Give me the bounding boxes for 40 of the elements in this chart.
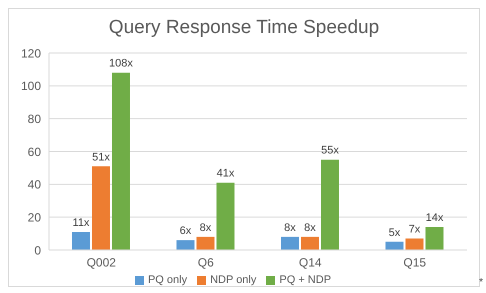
y-tick-label: 20	[28, 210, 42, 224]
x-tick-label: Q002	[86, 256, 116, 270]
bar	[216, 182, 234, 250]
y-tick-label: 60	[28, 144, 42, 159]
data-label: 8x	[304, 222, 316, 234]
data-label: 8x	[200, 222, 212, 234]
x-tick-label: Q14	[298, 256, 322, 270]
bar	[280, 236, 299, 250]
bar	[385, 242, 404, 250]
data-label: 51x	[92, 151, 110, 164]
y-tick-label: 0	[34, 243, 42, 258]
data-label: 8x	[284, 222, 296, 234]
data-label: 108x	[109, 58, 134, 70]
data-label: 5x	[388, 226, 401, 239]
bar	[176, 240, 194, 250]
bar	[320, 160, 339, 250]
text: *	[479, 277, 483, 288]
bar	[300, 236, 319, 250]
bar	[72, 232, 90, 250]
legend-label: NDP only	[210, 274, 256, 286]
x-tick-label: Q6	[198, 256, 214, 270]
data-label: 7x	[408, 224, 421, 236]
legend-label: PQ + NDP	[279, 274, 332, 286]
data-label: 14x	[426, 212, 444, 224]
bar	[405, 238, 424, 250]
y-tick-label: 100	[20, 79, 42, 94]
y-tick-label: 40	[28, 178, 42, 192]
bar	[425, 227, 444, 250]
y-tick-label: 80	[28, 112, 42, 126]
bar	[196, 236, 214, 250]
data-label: 55x	[321, 144, 340, 157]
bar	[112, 72, 130, 250]
x-tick-label: Q15	[403, 256, 426, 270]
y-tick-label: 120	[20, 46, 42, 60]
chart-title: Query Response Time Speedup	[108, 16, 380, 40]
legend-label: PQ only	[148, 274, 188, 286]
bar	[92, 166, 110, 250]
data-label: 6x	[180, 225, 192, 238]
data-label: 41x	[216, 168, 235, 180]
data-label: 11x	[72, 216, 90, 229]
